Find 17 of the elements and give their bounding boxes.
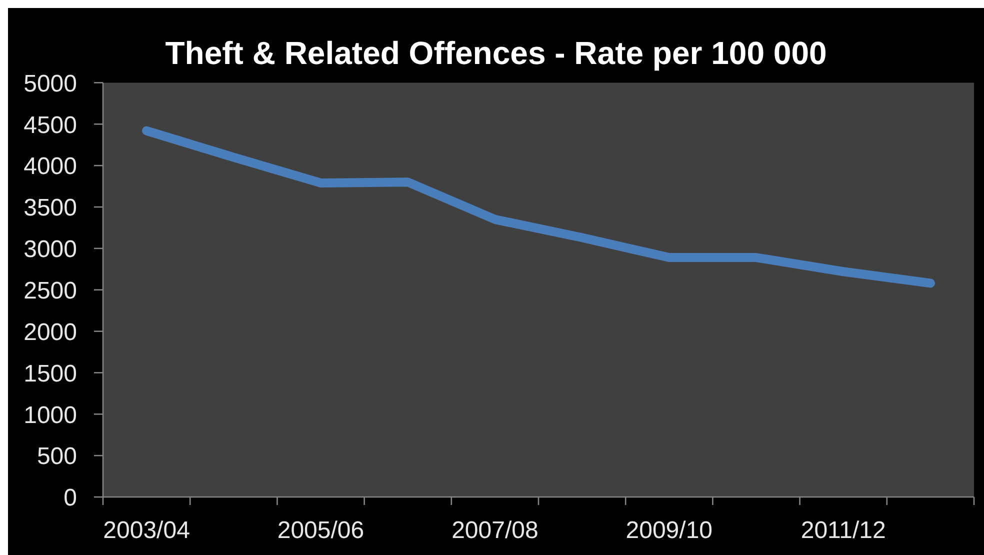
x-tick-label: 2005/06	[277, 517, 364, 544]
x-tick-label: 2003/04	[103, 517, 190, 544]
y-tick-label: 2500	[24, 277, 77, 304]
y-tick-label: 0	[64, 484, 77, 512]
y-tick-label: 500	[36, 443, 77, 470]
y-tick-label: 1000	[24, 402, 77, 429]
x-tick-label: 2011/12	[800, 517, 886, 544]
y-tick-label: 3000	[24, 236, 77, 264]
y-tick-label: 3500	[24, 194, 77, 222]
y-tick-label: 5000	[24, 70, 77, 98]
x-tick-label: 2007/08	[452, 517, 538, 544]
y-tick-label: 4000	[24, 153, 77, 180]
x-tick-label: 2009/10	[626, 517, 713, 544]
y-tick-label: 1500	[24, 360, 77, 388]
y-tick-label: 2000	[24, 318, 77, 346]
y-tick-label: 4500	[24, 112, 77, 139]
chart-title: Theft & Related Offences - Rate per 100 000	[165, 35, 827, 71]
